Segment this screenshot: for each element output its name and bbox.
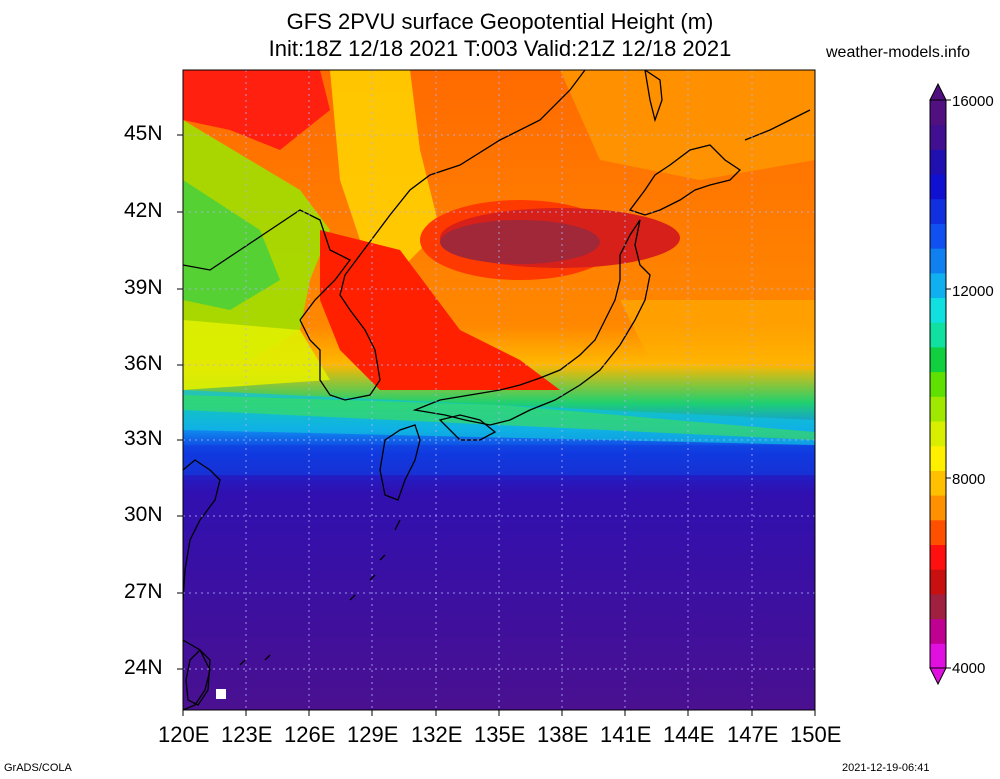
colorbar-segment [930,149,946,175]
lat-label: 39N [124,276,163,299]
lon-label: 144E [663,722,715,747]
colorbar-segment [930,618,946,644]
lon-label: 150E [790,722,842,747]
lat-label: 42N [124,199,163,222]
lon-label: 138E [537,722,589,747]
lon-label: 141E [600,722,652,747]
map-title: GFS 2PVU surface Geopotential Height (m) [286,9,714,34]
site-label: weather-models.info [826,44,971,61]
gridlines [183,70,815,710]
colorbar-segment [930,445,946,471]
colorbar-segment [930,100,946,126]
lon-label: 120E [158,722,210,747]
lat-label: 27N [124,580,163,603]
lon-label: 123E [221,722,273,747]
colorbar-label: 12000 [952,283,994,300]
colorbar-segment [930,198,946,224]
map-subtitle: Init:18Z 12/18 2021 T:003 Valid:21Z 12/1… [268,36,732,61]
colorbar-segment [930,569,946,595]
colorbar-segment [930,519,946,546]
lat-label: 45N [124,122,163,145]
lon-label: 132E [411,722,463,747]
colorbar-segment [930,297,946,323]
lon-label: 147E [727,722,779,747]
footer-timestamp: 2021-12-19-06:41 [842,762,930,774]
lon-label: 126E [284,722,336,747]
colorbar-segment [930,643,946,669]
colorbar-segment [930,544,946,570]
lat-label: 33N [124,427,163,450]
station-marker [216,689,226,699]
colorbar-segment [930,396,946,422]
colorbar-label: 8000 [952,471,986,488]
lon-label: 129E [347,722,399,747]
colorbar-frame [929,99,947,669]
colorbar-segment [930,174,946,200]
lat-label: 36N [124,352,163,375]
colorbar-segment [930,371,946,397]
lon-label: 135E [474,722,526,747]
colorbar-segment [930,470,946,496]
colorbar-segment [930,421,946,447]
footer-credit: GrADS/COLA [4,762,72,774]
coastlines [183,70,811,710]
colorbar-label: 4000 [952,660,986,677]
colorbar-segment [930,593,946,620]
colorbar-segment [930,346,946,373]
colorbar [929,82,951,686]
tick-marks [177,134,816,716]
colorbar-segment [930,223,946,249]
colorbar-segment [930,495,946,521]
colorbar-segment [930,124,946,150]
colorbar-top-arrow [929,82,947,101]
colorbar-segment [930,248,946,274]
lat-label: 24N [124,656,163,679]
colorbar-label: 16000 [952,93,994,110]
colorbar-bottom-arrow [929,667,947,686]
lat-label: 30N [124,503,163,526]
colorbar-segment [930,322,946,348]
colorbar-segment [930,272,946,299]
